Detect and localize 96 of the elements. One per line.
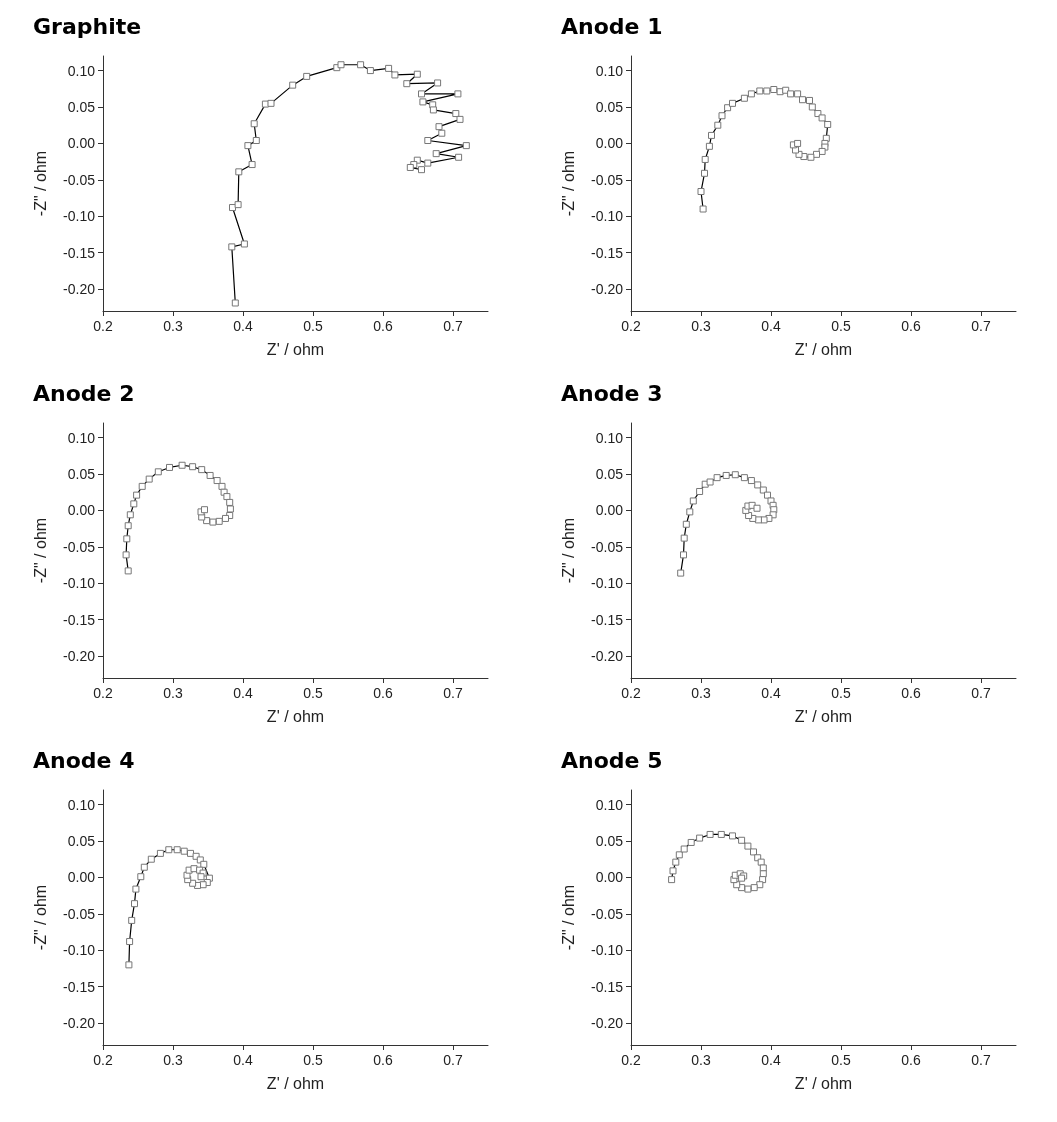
x-axis-title: Z' / ohm: [266, 340, 325, 358]
x-tick-label: 0.5: [303, 685, 323, 701]
x-tick-label: 0.2: [93, 685, 113, 701]
x-tick-label: 0.4: [233, 685, 253, 701]
x-tick-label: 0.7: [443, 685, 463, 701]
x-tick-label: 0.7: [443, 1052, 463, 1068]
y-tick-label: -0.20: [63, 281, 96, 298]
x-tick-label: 0.3: [163, 318, 183, 334]
chart-title: Anode 2: [33, 380, 135, 406]
y-tick-label: -0.20: [591, 648, 624, 665]
y-tick-label: -0.10: [63, 575, 96, 592]
x-tick-label: 0.2: [93, 318, 113, 334]
x-tick-label: 0.2: [93, 1052, 113, 1068]
y-tick-label: 0.10: [595, 62, 624, 79]
y-tick-label: 0.10: [67, 429, 96, 446]
x-tick-label: 0.5: [831, 318, 851, 334]
y-tick-label: 0.10: [67, 796, 96, 813]
x-tick-label: 0.5: [303, 318, 323, 334]
x-tick-label: 0.6: [373, 318, 393, 334]
y-axis-title: -Z" / ohm: [31, 884, 49, 951]
x-tick-label: 0.2: [621, 685, 641, 701]
y-tick-label: 0.10: [595, 796, 624, 813]
y-tick-label: -0.15: [591, 978, 624, 995]
y-tick-label: -0.05: [63, 538, 96, 555]
chart-title: Anode 4: [33, 747, 135, 773]
x-tick-label: 0.6: [901, 1052, 921, 1068]
y-tick-label: 0.00: [595, 135, 624, 152]
y-axis-title: -Z" / ohm: [31, 517, 49, 584]
y-tick-label: 0.10: [595, 429, 624, 446]
y-tick-label: -0.10: [591, 208, 624, 225]
x-axis-title: Z' / ohm: [266, 707, 325, 725]
x-tick-label: 0.3: [691, 1052, 711, 1068]
x-tick-label: 0.4: [761, 685, 781, 701]
x-tick-label: 0.3: [691, 318, 711, 334]
y-tick-label: 0.00: [67, 502, 96, 519]
y-axis-title: -Z" / ohm: [559, 150, 577, 217]
y-tick-label: -0.05: [591, 905, 624, 922]
y-axis-title: -Z" / ohm: [559, 884, 577, 951]
chart-title: Anode 5: [561, 747, 663, 773]
y-tick-label: -0.15: [591, 611, 624, 628]
x-tick-label: 0.4: [761, 318, 781, 334]
y-tick-label: -0.15: [63, 244, 96, 261]
y-tick-label: 0.00: [67, 869, 96, 886]
y-tick-label: 0.05: [67, 466, 96, 482]
y-tick-label: 0.05: [595, 833, 624, 849]
x-axis-title: Z' / ohm: [266, 1074, 325, 1092]
y-tick-label: -0.05: [63, 171, 96, 188]
x-tick-label: 0.6: [373, 1052, 393, 1068]
x-tick-label: 0.4: [233, 318, 253, 334]
y-tick-label: -0.20: [63, 1015, 96, 1032]
x-tick-label: 0.4: [761, 1052, 781, 1068]
y-tick-label: 0.00: [67, 135, 96, 152]
x-tick-label: 0.5: [831, 685, 851, 701]
y-tick-label: -0.05: [591, 538, 624, 555]
y-tick-label: 0.10: [67, 62, 96, 79]
y-tick-label: 0.05: [67, 99, 96, 115]
x-tick-label: 0.2: [621, 318, 641, 334]
x-axis-title: Z' / ohm: [794, 1074, 853, 1092]
x-axis-title: Z' / ohm: [794, 707, 853, 725]
x-tick-label: 0.7: [971, 1052, 991, 1068]
y-axis-title: -Z" / ohm: [31, 150, 49, 217]
x-tick-label: 0.4: [233, 1052, 253, 1068]
x-tick-label: 0.5: [831, 1052, 851, 1068]
x-axis-title: Z' / ohm: [794, 340, 853, 358]
y-tick-label: -0.20: [591, 1015, 624, 1032]
y-tick-label: -0.15: [63, 611, 96, 628]
x-tick-label: 0.3: [163, 1052, 183, 1068]
y-tick-label: 0.05: [67, 833, 96, 849]
y-tick-label: 0.05: [595, 466, 624, 482]
y-tick-label: 0.05: [595, 99, 624, 115]
x-tick-label: 0.7: [443, 318, 463, 334]
y-tick-label: -0.10: [591, 942, 624, 959]
x-tick-label: 0.6: [373, 685, 393, 701]
y-tick-label: -0.05: [63, 905, 96, 922]
chart-title: Anode 3: [561, 380, 663, 406]
y-tick-label: 0.00: [595, 869, 624, 886]
y-axis-title: -Z" / ohm: [559, 517, 577, 584]
x-tick-label: 0.7: [971, 685, 991, 701]
y-tick-label: -0.05: [591, 171, 624, 188]
y-tick-label: -0.15: [63, 978, 96, 995]
x-tick-label: 0.2: [621, 1052, 641, 1068]
y-tick-label: 0.00: [595, 502, 624, 519]
x-tick-label: 0.6: [901, 318, 921, 334]
y-tick-label: -0.10: [63, 942, 96, 959]
y-tick-label: -0.15: [591, 244, 624, 261]
x-tick-label: 0.3: [163, 685, 183, 701]
y-tick-label: -0.10: [591, 575, 624, 592]
x-tick-label: 0.6: [901, 685, 921, 701]
x-tick-label: 0.7: [971, 318, 991, 334]
chart-title: Anode 1: [561, 13, 663, 39]
chart-title: Graphite: [33, 13, 142, 39]
y-tick-label: -0.20: [591, 281, 624, 298]
x-tick-label: 0.3: [691, 685, 711, 701]
x-tick-label: 0.5: [303, 1052, 323, 1068]
y-tick-label: -0.20: [63, 648, 96, 665]
y-tick-label: -0.10: [63, 208, 96, 225]
